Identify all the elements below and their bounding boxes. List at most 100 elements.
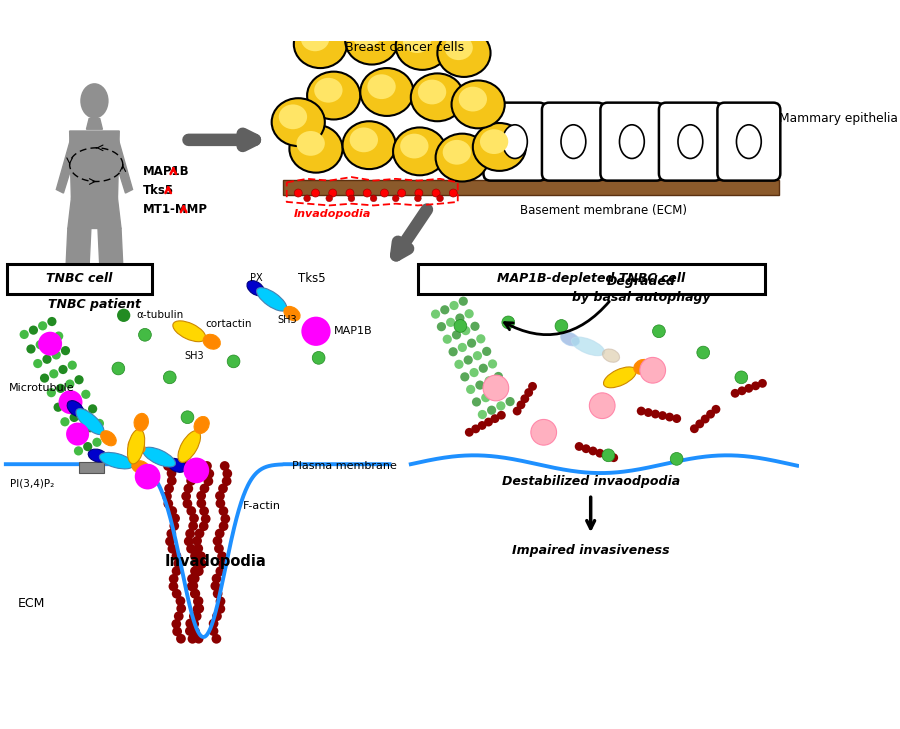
Circle shape (478, 421, 487, 430)
Circle shape (166, 469, 176, 478)
Circle shape (303, 195, 310, 202)
Circle shape (58, 390, 83, 414)
Circle shape (186, 506, 196, 516)
Circle shape (201, 514, 211, 523)
Ellipse shape (307, 71, 360, 120)
Ellipse shape (99, 453, 134, 469)
Circle shape (491, 414, 500, 423)
Circle shape (172, 551, 181, 561)
Circle shape (117, 308, 130, 322)
Text: SH3: SH3 (184, 351, 204, 361)
Ellipse shape (502, 125, 527, 158)
Circle shape (191, 589, 200, 599)
Circle shape (652, 325, 665, 338)
Circle shape (185, 626, 194, 636)
Circle shape (214, 544, 224, 553)
Circle shape (701, 415, 709, 424)
Circle shape (758, 379, 767, 388)
Text: TNBC patient: TNBC patient (48, 297, 141, 311)
Circle shape (466, 385, 475, 394)
Circle shape (186, 476, 196, 486)
Circle shape (171, 619, 181, 629)
Circle shape (482, 347, 491, 356)
Ellipse shape (194, 416, 209, 434)
Circle shape (42, 354, 51, 364)
Circle shape (169, 574, 178, 584)
Ellipse shape (314, 78, 343, 103)
Circle shape (644, 408, 652, 417)
Text: MAP1B: MAP1B (143, 165, 190, 179)
Ellipse shape (143, 447, 176, 467)
Circle shape (460, 373, 470, 381)
Circle shape (454, 319, 467, 332)
Circle shape (706, 410, 715, 418)
Circle shape (168, 582, 178, 591)
Circle shape (38, 321, 48, 330)
Circle shape (184, 458, 209, 483)
Circle shape (528, 382, 537, 391)
Ellipse shape (279, 104, 307, 129)
Circle shape (190, 566, 200, 576)
Circle shape (183, 499, 193, 509)
Circle shape (482, 393, 490, 402)
Ellipse shape (634, 359, 651, 374)
Circle shape (181, 411, 194, 424)
Circle shape (187, 634, 197, 644)
Ellipse shape (367, 74, 396, 99)
Circle shape (312, 351, 325, 364)
Circle shape (56, 383, 65, 393)
Ellipse shape (360, 68, 413, 116)
Circle shape (186, 544, 196, 553)
Circle shape (193, 596, 202, 607)
Circle shape (196, 491, 206, 501)
Circle shape (475, 381, 484, 390)
Circle shape (443, 335, 452, 344)
Circle shape (189, 612, 199, 621)
Circle shape (502, 316, 515, 329)
Circle shape (212, 536, 222, 546)
Text: PI(3,4)P₂: PI(3,4)P₂ (10, 479, 55, 488)
Text: Tks5: Tks5 (298, 272, 326, 284)
Circle shape (348, 195, 355, 202)
Circle shape (436, 322, 446, 331)
Circle shape (221, 476, 231, 486)
Ellipse shape (167, 459, 186, 472)
Circle shape (461, 326, 471, 335)
Circle shape (590, 393, 615, 418)
Circle shape (63, 398, 72, 408)
Circle shape (164, 371, 176, 383)
Circle shape (478, 410, 487, 419)
Polygon shape (57, 136, 79, 193)
Circle shape (219, 506, 229, 516)
Ellipse shape (418, 79, 446, 104)
Circle shape (196, 499, 206, 508)
Circle shape (69, 413, 79, 422)
Circle shape (525, 388, 533, 397)
Circle shape (199, 506, 209, 516)
Circle shape (194, 596, 203, 606)
FancyBboxPatch shape (717, 103, 780, 181)
Circle shape (696, 419, 704, 429)
Circle shape (135, 464, 160, 489)
Circle shape (602, 449, 615, 461)
Text: Degraded: Degraded (607, 275, 676, 288)
Circle shape (53, 402, 63, 412)
Circle shape (209, 626, 219, 636)
Text: MAP1B-depleted TNBC cell: MAP1B-depleted TNBC cell (498, 273, 686, 286)
Circle shape (185, 529, 195, 539)
Circle shape (690, 424, 698, 433)
Ellipse shape (68, 401, 84, 416)
Ellipse shape (604, 367, 636, 388)
FancyBboxPatch shape (600, 103, 663, 181)
Circle shape (83, 442, 93, 451)
Text: Destabilized invaodpodia: Destabilized invaodpodia (501, 475, 680, 488)
Ellipse shape (436, 133, 489, 182)
Circle shape (183, 461, 193, 471)
Circle shape (464, 309, 473, 319)
Circle shape (189, 513, 199, 523)
Circle shape (496, 401, 506, 410)
Circle shape (488, 359, 497, 369)
Circle shape (472, 424, 480, 433)
Circle shape (484, 376, 494, 386)
Circle shape (169, 521, 179, 531)
